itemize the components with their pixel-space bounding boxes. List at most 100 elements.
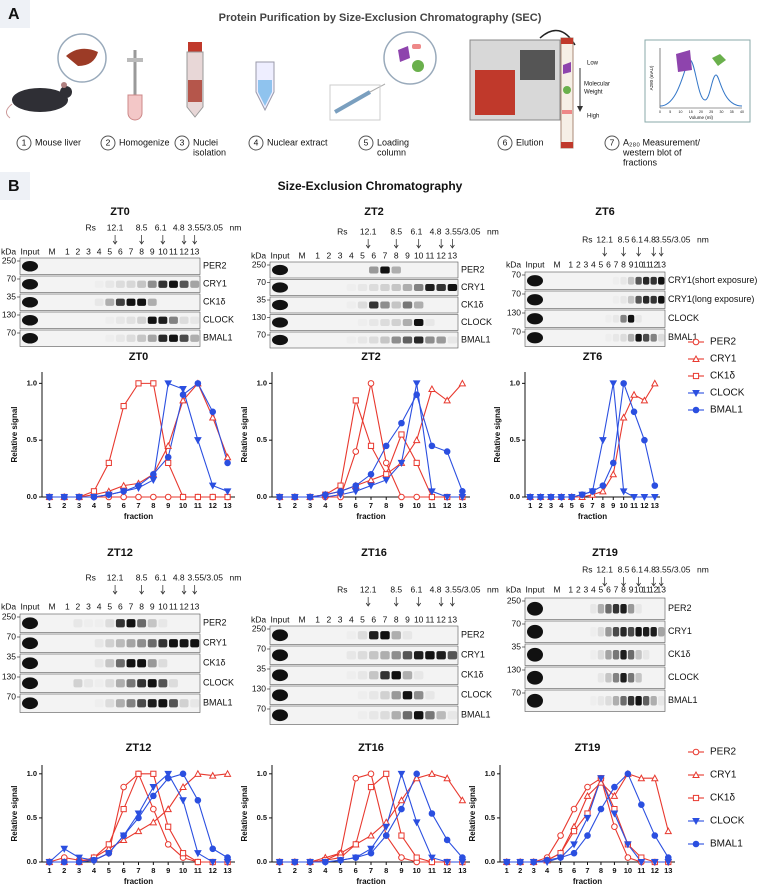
blot-band — [597, 604, 605, 614]
blot-band — [137, 280, 147, 288]
x-tick-label: 5 — [570, 501, 574, 510]
blot-band — [158, 619, 168, 628]
size-arrowhead — [636, 582, 641, 587]
blot-band — [147, 334, 157, 342]
point — [179, 770, 187, 778]
blot-band — [391, 318, 401, 327]
blot-strip — [19, 275, 201, 293]
blot-band — [413, 691, 424, 700]
blot-band — [620, 604, 627, 614]
label-box — [0, 172, 30, 200]
blot-band — [391, 651, 401, 660]
step-circle — [604, 135, 620, 151]
legend-marker — [692, 390, 700, 398]
x-tick-label: 7 — [585, 866, 589, 875]
point — [583, 791, 592, 799]
size-arrowhead — [602, 252, 607, 257]
x-tick-label: 11 — [630, 501, 638, 510]
protein-label: CK1δ — [461, 299, 484, 309]
lane-label: 3 — [86, 246, 91, 256]
blot-band — [357, 671, 368, 680]
unit-label: nm — [487, 226, 499, 236]
x-tick-label: 5 — [558, 866, 562, 875]
point — [609, 380, 618, 388]
x-tick-label: 6 — [580, 501, 584, 510]
blot-band — [627, 333, 635, 342]
point — [291, 493, 299, 501]
blot-band — [105, 699, 115, 708]
chart-title: ZT6 — [583, 351, 603, 363]
lane-label: M — [48, 601, 55, 611]
point — [120, 805, 127, 813]
blot-strip — [269, 261, 459, 279]
point — [428, 854, 436, 862]
size-label: 4.8 — [430, 584, 442, 594]
x-tick-label: 3 — [77, 501, 81, 510]
point — [413, 459, 420, 467]
input-band — [527, 294, 543, 306]
point — [352, 774, 360, 782]
size-arrowhead — [450, 602, 455, 607]
blot-band — [147, 316, 157, 324]
point — [194, 850, 202, 858]
point — [638, 801, 645, 808]
rs-label: Rs — [582, 234, 592, 244]
input-band — [272, 317, 288, 328]
blot-band — [169, 316, 178, 324]
blot-band — [627, 650, 635, 660]
lane-label: 4 — [349, 250, 354, 260]
blot-strip — [19, 293, 201, 311]
point — [164, 770, 173, 778]
point — [570, 849, 578, 857]
blot-strip — [524, 290, 666, 309]
kda-label: kDa — [506, 259, 521, 269]
point — [599, 482, 607, 489]
input-band — [22, 314, 38, 326]
step-circle — [16, 135, 32, 151]
lane-label: 9 — [629, 259, 634, 269]
point — [164, 380, 173, 388]
protein-label: CK1δ — [668, 649, 691, 659]
point — [352, 397, 359, 404]
size-label: 8.5 — [390, 584, 402, 594]
blot-band — [391, 631, 401, 640]
point — [75, 858, 83, 866]
lane-label: 13 — [656, 259, 666, 269]
blot-strip — [524, 689, 666, 712]
point — [276, 858, 283, 866]
point — [383, 770, 390, 777]
blot-band — [95, 679, 104, 687]
y-axis-label: Relative signal — [240, 406, 249, 462]
x-tick-label: 3 — [308, 501, 312, 510]
point — [382, 442, 390, 450]
lane-label: 9 — [629, 584, 634, 594]
lane-label: 6 — [118, 601, 123, 611]
legend-marker — [692, 818, 700, 826]
point — [557, 854, 564, 861]
y-tick-label: 1.0 — [27, 378, 37, 387]
point — [609, 470, 618, 478]
point — [413, 391, 420, 399]
point — [352, 482, 360, 489]
blot-band — [158, 699, 168, 708]
point — [135, 770, 142, 777]
blot-band — [179, 334, 189, 342]
input-band — [22, 278, 38, 290]
blot-band — [605, 650, 612, 660]
point — [367, 783, 375, 791]
protein-label: BMAL1 — [668, 695, 698, 705]
lane-label: 10 — [414, 250, 424, 260]
blot-strip — [524, 643, 666, 666]
kda-marker: 130 — [2, 309, 16, 319]
blot-band — [402, 671, 413, 680]
blot-band — [158, 639, 168, 648]
point — [584, 832, 591, 839]
rs-label: Rs — [337, 584, 347, 594]
x-tick-label: 8 — [384, 501, 388, 510]
x-tick-label: 3 — [77, 866, 81, 875]
lane-label: Input — [21, 601, 41, 611]
lane-label: 1 — [65, 246, 70, 256]
blot-band — [627, 314, 635, 323]
blot-strip — [524, 309, 666, 328]
input-band — [272, 282, 288, 293]
